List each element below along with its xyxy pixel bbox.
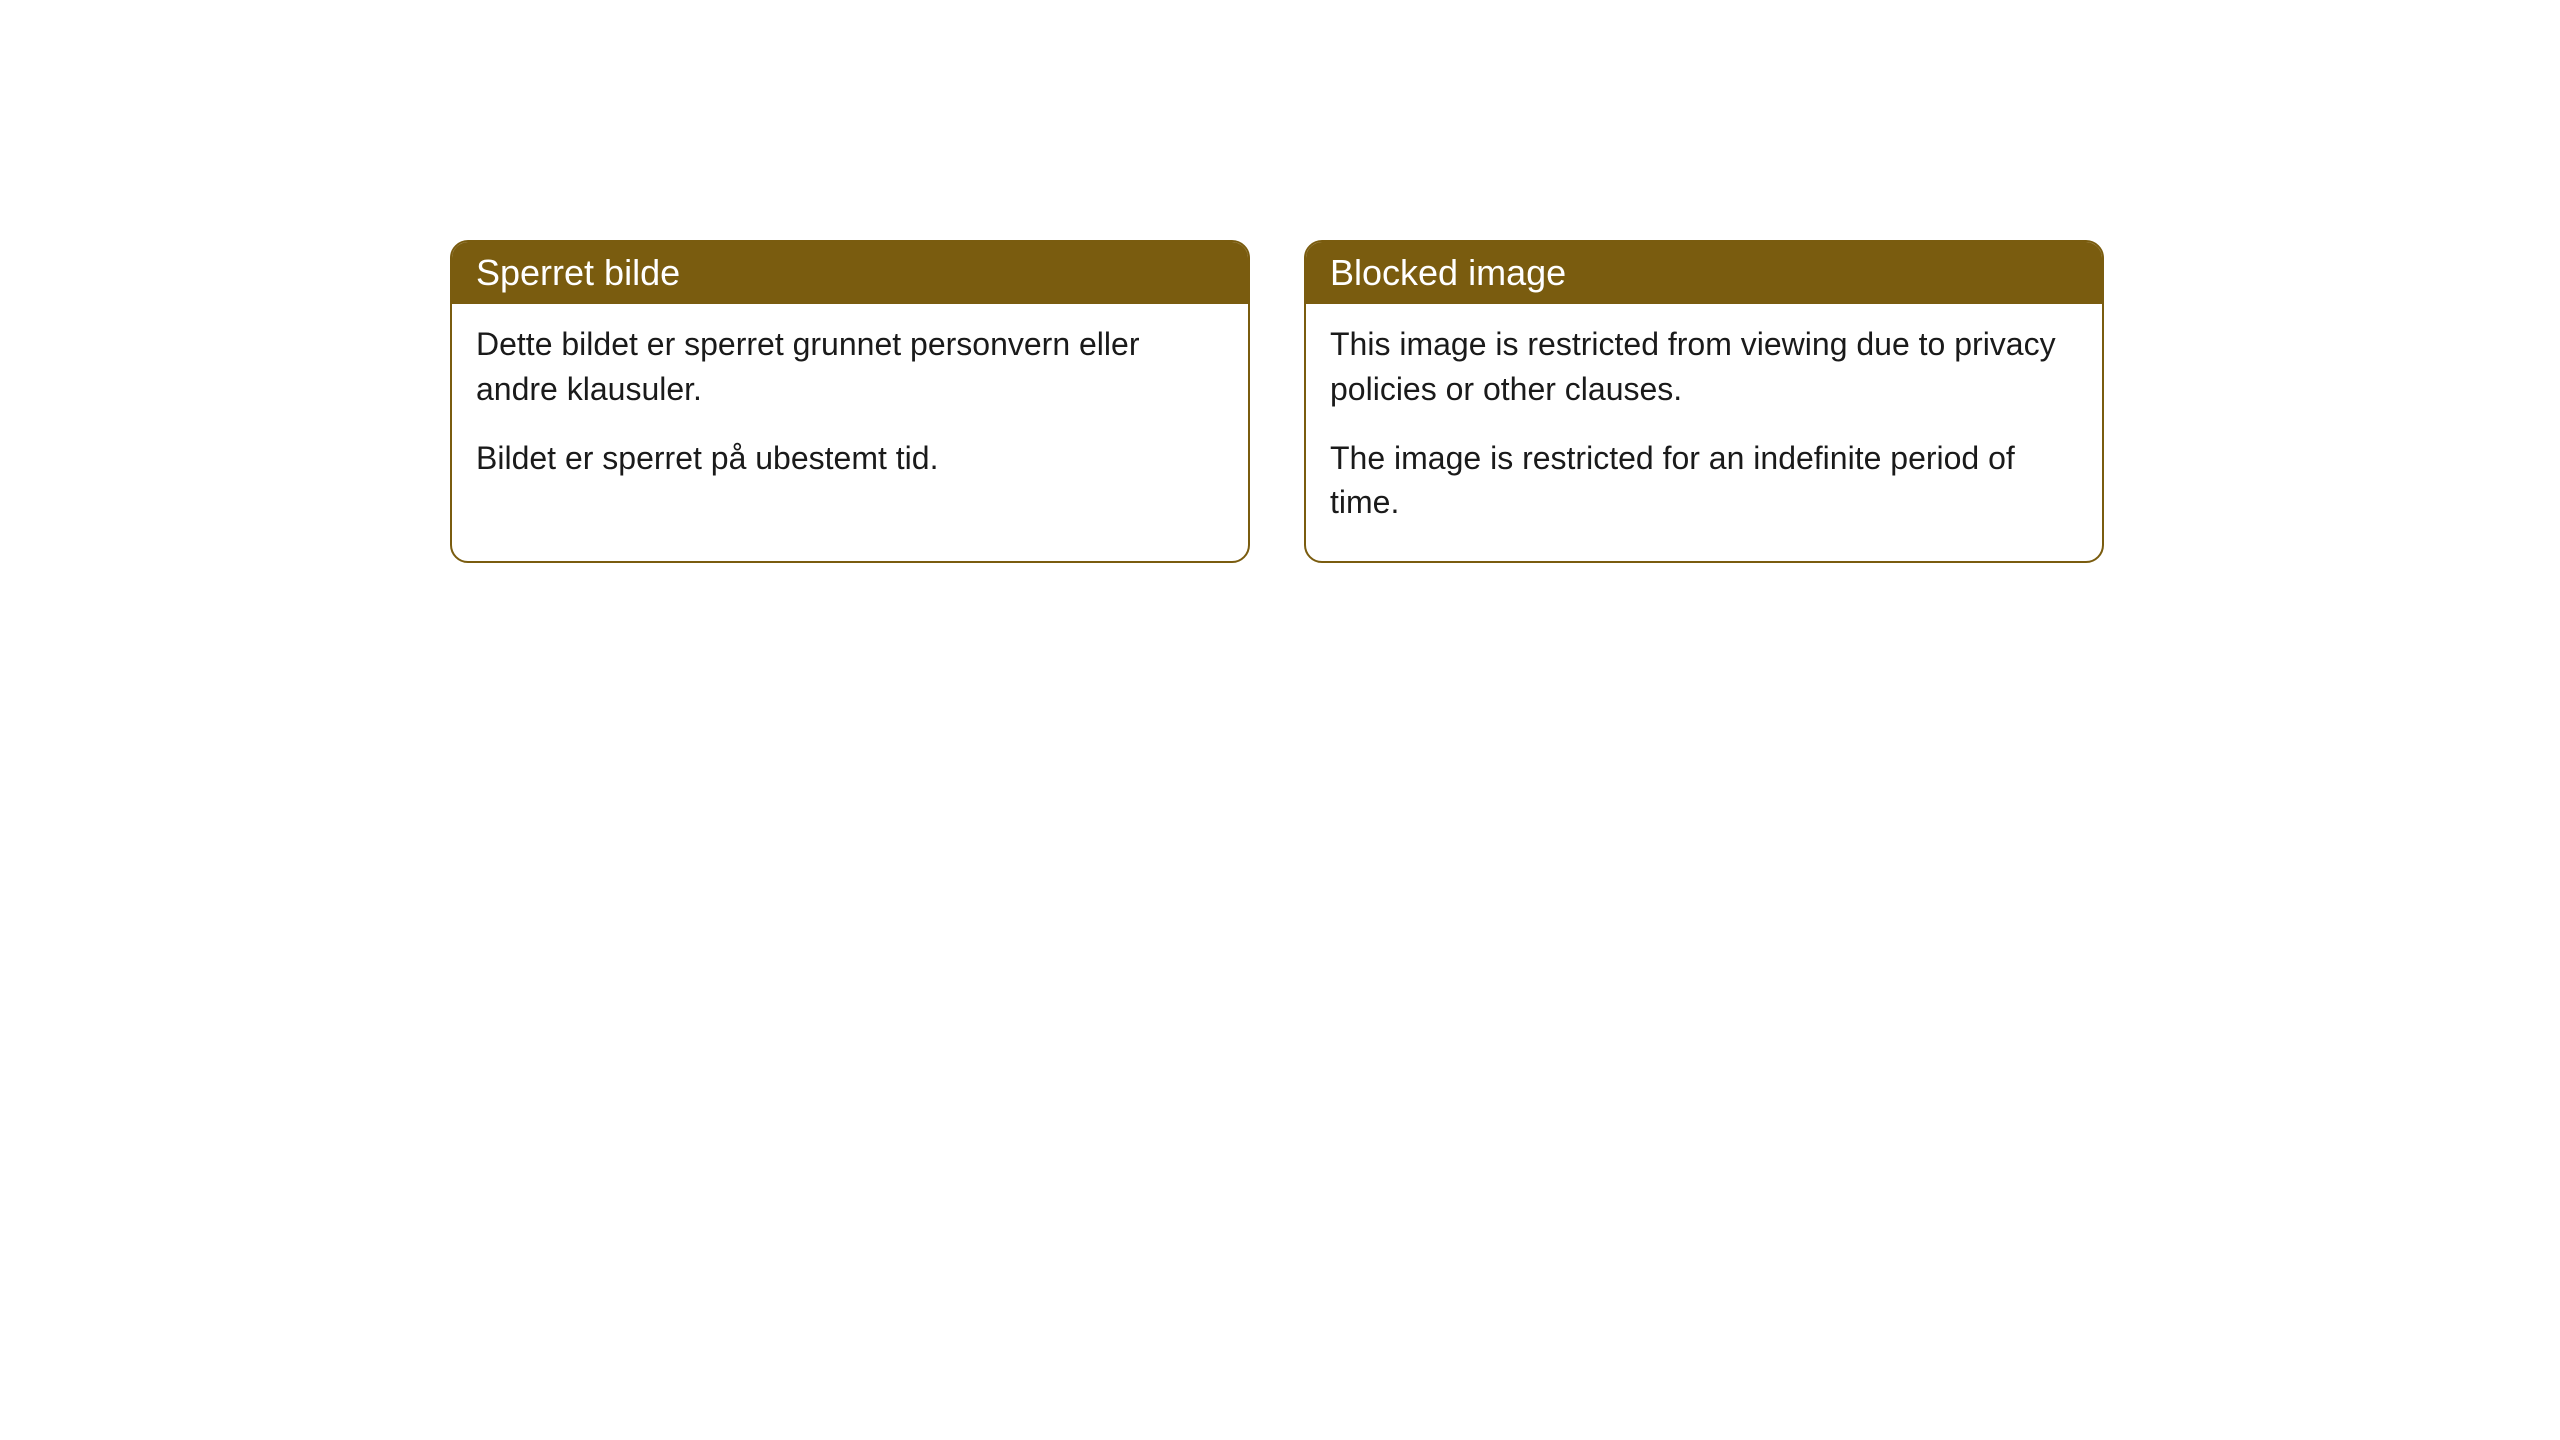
card-paragraph2-norwegian: Bildet er sperret på ubestemt tid. [476, 436, 1224, 481]
card-norwegian: Sperret bilde Dette bildet er sperret gr… [450, 240, 1250, 563]
card-english: Blocked image This image is restricted f… [1304, 240, 2104, 563]
card-body-norwegian: Dette bildet er sperret grunnet personve… [452, 304, 1248, 516]
card-header-norwegian: Sperret bilde [452, 242, 1248, 304]
card-title-english: Blocked image [1330, 252, 1566, 293]
card-paragraph1-english: This image is restricted from viewing du… [1330, 322, 2078, 412]
card-title-norwegian: Sperret bilde [476, 252, 680, 293]
cards-container: Sperret bilde Dette bildet er sperret gr… [450, 240, 2104, 563]
card-header-english: Blocked image [1306, 242, 2102, 304]
card-body-english: This image is restricted from viewing du… [1306, 304, 2102, 561]
card-paragraph1-norwegian: Dette bildet er sperret grunnet personve… [476, 322, 1224, 412]
card-paragraph2-english: The image is restricted for an indefinit… [1330, 436, 2078, 526]
